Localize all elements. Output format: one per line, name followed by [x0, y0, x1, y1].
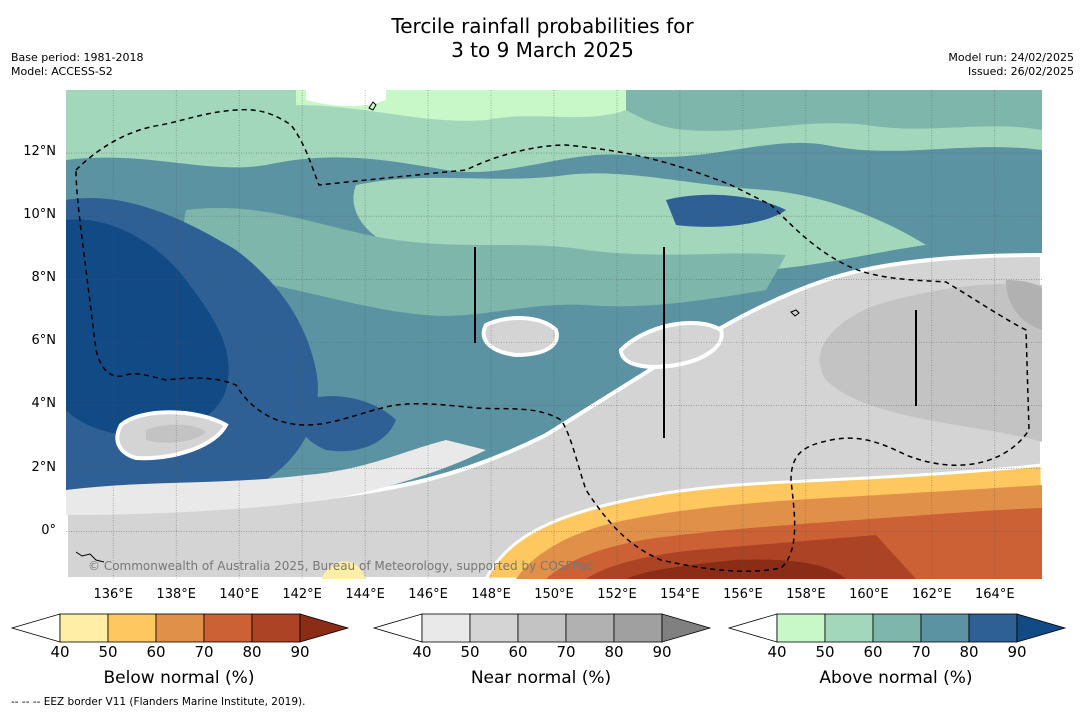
- lat-tick-label: 0°: [41, 522, 56, 538]
- region-south-below-darker: [586, 535, 916, 579]
- region-east-near-normal-dark: [1006, 280, 1042, 330]
- colorbar-label: Near normal (%): [470, 668, 612, 688]
- island-outline: [75, 551, 105, 563]
- colorbar-tick-label: 40: [767, 643, 787, 661]
- colorbar-tick-label: 70: [911, 643, 931, 661]
- lat-tick-label: 4°N: [31, 396, 57, 412]
- colorbar-segment: [920, 613, 970, 643]
- colorbar-tick-label: 60: [508, 643, 528, 661]
- colorbar-segment: [517, 613, 567, 643]
- rainfall-map: © Commonwealth of Australia 2025, Bureau…: [66, 90, 1042, 579]
- colorbar-tick-label: 90: [1007, 643, 1027, 661]
- lon-tick-label: 162°E: [912, 587, 952, 602]
- colorbar-segment: [968, 613, 1018, 643]
- title-line-2: 3 to 9 March 2025: [451, 38, 634, 62]
- lon-tick-label: 150°E: [534, 587, 574, 602]
- meta-left: Base period: 1981-2018 Model: ACCESS-S2: [11, 51, 143, 79]
- lon-tick-label: 148°E: [471, 587, 511, 602]
- colorbar-segment: [203, 613, 253, 643]
- blob-grey-center: [481, 316, 559, 358]
- colorbar-segment: [872, 613, 922, 643]
- lon-tick-label: 140°E: [219, 587, 259, 602]
- region-near-normal-band: [66, 440, 486, 515]
- lon-tick-label: 144°E: [345, 587, 385, 602]
- colorbar-tick-label: 50: [460, 643, 480, 661]
- region-center-dark: [298, 396, 396, 452]
- colorbar-extend-low: [11, 613, 61, 643]
- colorbar-segment: [421, 613, 471, 643]
- base-period: Base period: 1981-2018: [11, 51, 144, 64]
- colorbar-segment: [107, 613, 157, 643]
- issued-date: Issued: 26/02/2025: [967, 65, 1074, 78]
- colorbar-segment: [469, 613, 519, 643]
- colorbar-segment: [613, 613, 663, 643]
- lon-tick-label: 160°E: [849, 587, 889, 602]
- region-south-below-darkest: [626, 559, 846, 579]
- colorbar-tick-label: 90: [290, 643, 310, 661]
- colorbar-tick-label: 60: [863, 643, 883, 661]
- colorbar-extend-high: [299, 613, 349, 643]
- chart-title: Tercile rainfall probabilities for 3 to …: [0, 14, 1085, 62]
- colorbar-tick-label: 60: [146, 643, 166, 661]
- meta-right: Model run: 24/02/2025 Issued: 26/02/2025: [948, 51, 1074, 79]
- colorbar-segment: [824, 613, 874, 643]
- eez-border: [75, 108, 1030, 573]
- colorbar-tick-label: 80: [242, 643, 262, 661]
- colorbar-tick-label: 90: [652, 643, 672, 661]
- island-outline: [790, 309, 800, 317]
- title-line-1: Tercile rainfall probabilities for: [391, 14, 694, 38]
- colorbar-extend-high: [661, 613, 711, 643]
- colorbar-tick-label: 80: [604, 643, 624, 661]
- colorbar-tick-label: 70: [194, 643, 214, 661]
- colorbar-extend-low: [373, 613, 423, 643]
- colorbar-tick-label: 80: [959, 643, 979, 661]
- model-name: Model: ACCESS-S2: [11, 65, 113, 78]
- colorbar-extend-low: [728, 613, 778, 643]
- model-run: Model run: 24/02/2025: [948, 51, 1074, 64]
- colorbar-tick-label: 40: [50, 643, 70, 661]
- lon-tick-label: 164°E: [975, 587, 1015, 602]
- lon-tick-label: 156°E: [723, 587, 763, 602]
- lon-tick-label: 138°E: [156, 587, 196, 602]
- region-central-mid: [184, 207, 787, 316]
- lat-tick-label: 2°N: [31, 459, 57, 475]
- colorbar: [728, 613, 1066, 643]
- region-yellow-small: [321, 561, 366, 579]
- lon-tick-label: 136°E: [93, 587, 133, 602]
- colorbar-segment: [59, 613, 109, 643]
- region-west-darkest: [66, 219, 229, 436]
- lon-tick-label: 158°E: [786, 587, 826, 602]
- colorbar-segment: [251, 613, 301, 643]
- eez-legend-note: -- -- -- EEZ border V11 (Flanders Marine…: [11, 696, 306, 708]
- colorbar-tick-label: 70: [556, 643, 576, 661]
- region-east-dark: [666, 194, 786, 227]
- region-north-mid: [626, 90, 1042, 131]
- colorbar-tick-label: 50: [98, 643, 118, 661]
- lon-tick-label: 154°E: [660, 587, 700, 602]
- colorbar-tick-label: 40: [412, 643, 432, 661]
- colorbar: [373, 613, 711, 643]
- blob-grey-west-inner: [146, 424, 206, 443]
- colorbar-extend-high: [1016, 613, 1066, 643]
- colorbar-tick-label: 50: [815, 643, 835, 661]
- region-north-white: [306, 90, 386, 106]
- lat-tick-label: 10°N: [23, 207, 56, 223]
- copyright-text: © Commonwealth of Australia 2025, Bureau…: [88, 559, 593, 573]
- island-outline: [368, 101, 377, 111]
- colorbar-label: Above normal (%): [819, 668, 973, 688]
- lon-tick-label: 152°E: [597, 587, 637, 602]
- colorbar-segment: [155, 613, 205, 643]
- gridlines: [66, 90, 1042, 579]
- lon-tick-label: 142°E: [282, 587, 322, 602]
- lon-tick-label: 146°E: [408, 587, 448, 602]
- lat-tick-label: 8°N: [31, 270, 57, 286]
- colorbar-label: Below normal (%): [103, 668, 255, 688]
- lat-tick-label: 6°N: [31, 333, 57, 349]
- region-east-near-normal-inner: [819, 283, 1042, 442]
- colorbar-segment: [565, 613, 615, 643]
- lat-tick-label: 12°N: [23, 144, 56, 160]
- colorbar: [11, 613, 349, 643]
- colorbar-segment: [776, 613, 826, 643]
